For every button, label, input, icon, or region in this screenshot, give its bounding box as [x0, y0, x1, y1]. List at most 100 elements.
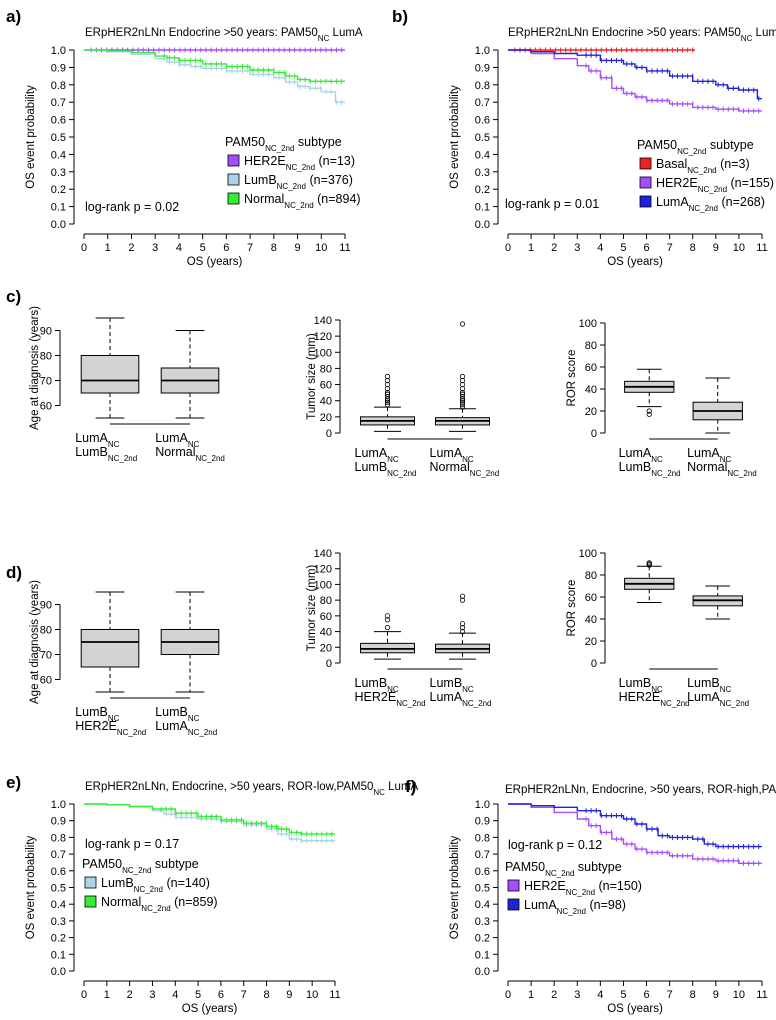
outlier-point: [459, 396, 466, 402]
subscript: NC: [462, 685, 474, 694]
legend-label: HER2ENC_2nd (n=150): [524, 879, 642, 897]
y-axis-label: OS event probability: [449, 85, 461, 189]
subscript: NC_2nd: [108, 454, 137, 463]
km-series-normal: [84, 49, 345, 84]
y-tick-label: 0.6: [475, 115, 490, 127]
text-span: subtype: [574, 860, 621, 874]
y-tick-label: 100: [314, 579, 332, 591]
y-axis-label: ROR score: [566, 580, 578, 637]
km-panel-a: a) ERpHER2nLNn Endocrine >50 years: PAM50…: [6, 7, 363, 268]
logrank-text: log-rank p = 0.17: [85, 837, 179, 851]
x-tick-label: 1: [104, 989, 110, 1001]
outlier-point: [459, 321, 466, 327]
subscript: NC_2nd: [387, 469, 416, 478]
legend-label: LumANC_2nd (n=98): [524, 898, 626, 916]
km-series-luma: [508, 49, 762, 102]
y-tick-label: 40: [320, 627, 332, 639]
y-tick-label: 0.9: [475, 816, 490, 828]
subscript: NC_2nd: [651, 469, 680, 478]
text-span: (n=3): [717, 157, 750, 171]
y-tick-label: 0.7: [475, 849, 490, 861]
subscript: NC: [318, 34, 330, 43]
y-tick-label: 100: [579, 548, 597, 560]
y-tick-label: 80: [585, 570, 597, 582]
subscript: NC: [387, 455, 399, 464]
text-span: (n=376): [306, 173, 353, 187]
y-tick-label: 0.1: [51, 949, 66, 961]
km-series-her2e: [508, 803, 762, 866]
x-axis-label: OS (years): [607, 1003, 663, 1015]
x-tick-label: 9: [294, 242, 300, 254]
text-span: HER2E: [656, 176, 698, 190]
y-tick-label: 0: [326, 428, 332, 440]
subscript: NC: [462, 455, 474, 464]
x-tick-label: 0: [505, 242, 511, 254]
y-tick-label: 0.8: [475, 80, 490, 92]
km-series-normal: [84, 803, 335, 837]
outlier-point: [384, 617, 391, 623]
text-span: LumA: [155, 719, 188, 733]
x-tick-label: 10: [315, 242, 327, 254]
x-tick-label: 4: [176, 242, 182, 254]
y-tick-label: 120: [314, 564, 332, 576]
y-axis: 0.0 0.1 0.2 0.3 0.4 0.5 0.6 0.7 0.8 0.9 1.0: [475, 799, 499, 978]
x-tick-label: 2: [551, 242, 557, 254]
text-span: LumB: [430, 676, 463, 690]
text-span: LumA: [656, 195, 689, 209]
legend-swatch: [227, 192, 240, 205]
subscript: NC: [188, 714, 200, 723]
group-label-line2: HER2ENC_2nd: [75, 719, 146, 737]
y-tick-label: 80: [320, 595, 332, 607]
x-axis-label: OS (years): [607, 256, 663, 268]
chart-title: ERpHER2nLNn, Endocrine, >50 years, ROR-h…: [505, 784, 776, 800]
x-tick-label: 7: [667, 242, 673, 254]
text-span: (n=98): [586, 898, 626, 912]
x-axis: 0 1 2 3 4 5 6 7 8 9 10 11: [505, 233, 768, 254]
y-tick-label: 60: [585, 592, 597, 604]
y-tick-label: 100: [314, 347, 332, 359]
legend-label: LumBNC_2nd (n=376): [244, 173, 353, 191]
outlier-point: [384, 373, 391, 380]
outlier-point: [459, 373, 466, 380]
chart-title: ERpHER2nLNn Endocrine >50 years: PAM50NC…: [85, 27, 363, 43]
group-label-line2: HER2ENC_2nd: [355, 690, 426, 708]
subscript: NC: [720, 455, 732, 464]
group-label-line2: LumBNC_2nd: [75, 445, 137, 463]
logrank-text: log-rank p = 0.02: [85, 200, 179, 214]
km-curve: [508, 49, 762, 100]
panel-label: f): [405, 777, 416, 796]
y-tick-label: 0.2: [475, 933, 490, 945]
y-axis-label: Tumor size (mm): [306, 565, 318, 652]
legend-label: LumANC_2nd (n=268): [656, 195, 765, 213]
subscript: NC_2nd: [117, 728, 146, 737]
text-span: HER2E: [524, 879, 566, 893]
legend-item: NormalNC_2nd (n=859): [84, 895, 218, 913]
y-axis: 0 20 40 60 80 100 120 140: [314, 548, 341, 670]
panel-label: e): [6, 773, 21, 792]
km-series-luma: [508, 803, 762, 850]
y-axis-label: OS event probability: [25, 835, 37, 939]
y-tick-label: 0.4: [51, 149, 66, 161]
legend-label: HER2ENC_2nd (n=13): [244, 154, 355, 172]
y-tick-label: 0.0: [475, 966, 490, 978]
subscript: NC_2nd: [720, 699, 749, 708]
text-span: LumB: [244, 173, 277, 187]
x-axis: 0 1 2 3 4 5 6 7 8 9 10 11: [505, 980, 768, 1001]
x-tick-label: 7: [247, 242, 253, 254]
outlier-point: [384, 391, 391, 397]
x-tick-label: 1: [528, 989, 534, 1001]
y-tick-label: 80: [40, 351, 52, 363]
y-tick-label: 0.8: [475, 832, 490, 844]
legend-swatch: [639, 195, 652, 208]
text-span: Normal: [101, 895, 141, 909]
text-span: LumA: [355, 446, 388, 460]
subscript: NC_2nd: [277, 182, 306, 191]
y-tick-label: 70: [40, 376, 52, 388]
text-span: LumB: [619, 676, 652, 690]
text-span: PAM50: [637, 138, 677, 152]
